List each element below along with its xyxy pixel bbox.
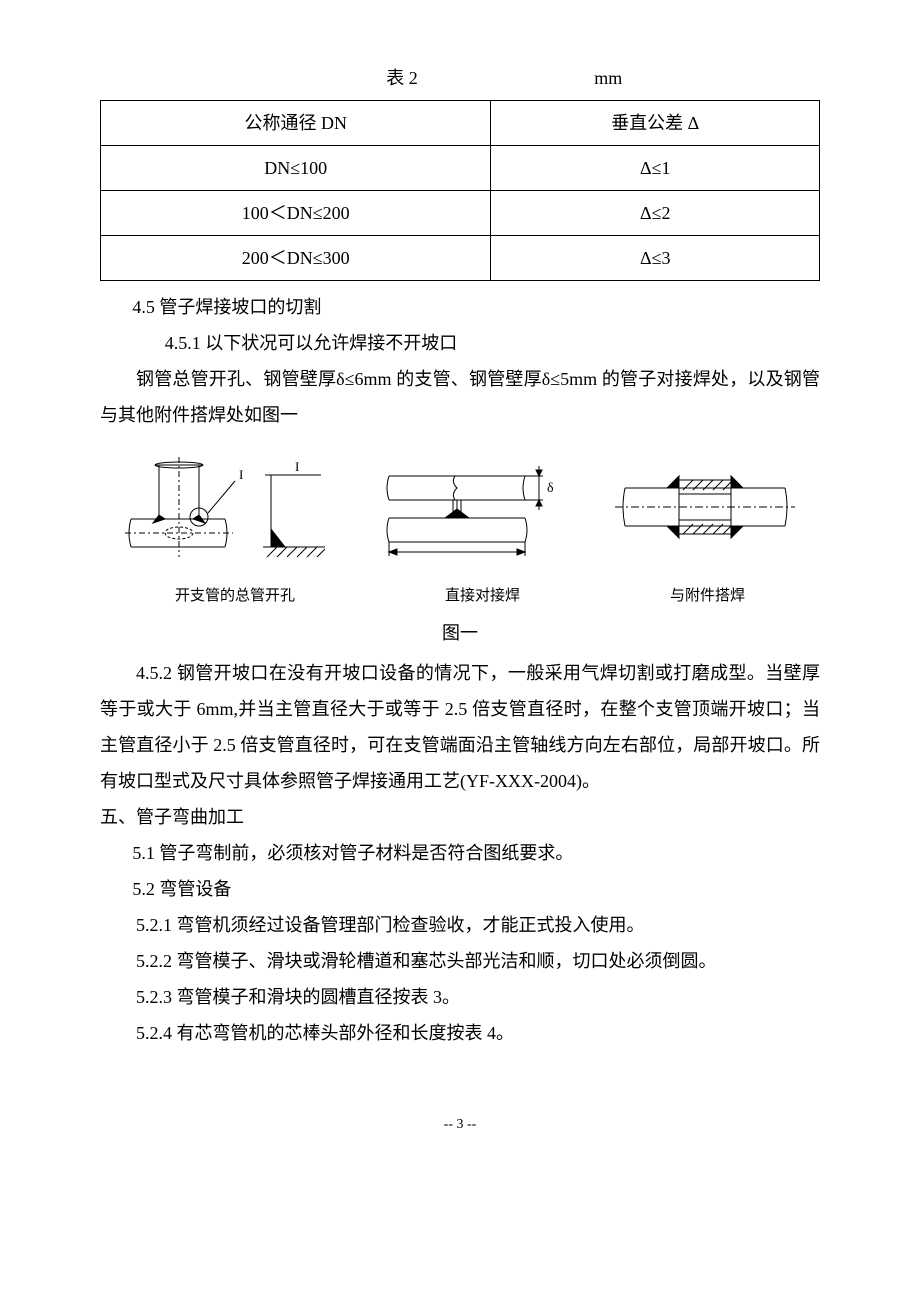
fitting-weld-icon [615, 462, 795, 562]
section-4-5-1-body: 钢管总管开孔、钢管壁厚δ≤6mm 的支管、钢管壁厚δ≤5mm 的管子对接焊处，以… [100, 361, 820, 433]
figure1-label: 图一 [100, 615, 820, 651]
svg-text:I: I [295, 459, 299, 474]
figure1-diagram3 [615, 462, 795, 562]
table2-unit: mm [422, 60, 622, 96]
figure1-caption1: 开支管的总管开孔 [175, 581, 295, 611]
section-5-2-2: 5.2.2 弯管模子、滑块或滑轮槽道和塞芯头部光洁和顺，切口处必须倒圆。 [100, 943, 820, 979]
table-row: 公称通径 DN 垂直公差 Δ [101, 101, 820, 146]
section-5-1: 5.1 管子弯制前，必须核对管子材料是否符合图纸要求。 [100, 835, 820, 871]
figure1-diagrams-row: I I [100, 457, 820, 567]
table2: 公称通径 DN 垂直公差 Δ DN≤100 Δ≤1 100＜DN≤200 Δ≤2… [100, 100, 820, 281]
figure1-diagram2: δ [375, 462, 565, 562]
table-row: 100＜DN≤200 Δ≤2 [101, 191, 820, 236]
section-5-2-1: 5.2.1 弯管机须经过设备管理部门检查验收，才能正式投入使用。 [100, 907, 820, 943]
table2-cell: 200＜DN≤300 [101, 236, 491, 281]
table2-cell: Δ≤3 [491, 236, 820, 281]
figure1-caption2: 直接对接焊 [445, 581, 520, 611]
section-5-2-4: 5.2.4 有芯弯管机的芯棒头部外径和长度按表 4。 [100, 1015, 820, 1051]
table2-cell: DN≤100 [101, 146, 491, 191]
page-number: -- 3 -- [100, 1111, 820, 1139]
table2-cell: Δ≤1 [491, 146, 820, 191]
svg-text:I: I [239, 467, 243, 482]
table2-cell: 100＜DN≤200 [101, 191, 491, 236]
table-row: DN≤100 Δ≤1 [101, 146, 820, 191]
section-5-2: 5.2 弯管设备 [100, 871, 820, 907]
table2-cell: Δ≤2 [491, 191, 820, 236]
figure1-caption3: 与附件搭焊 [670, 581, 745, 611]
branch-hole-icon: I I [125, 457, 325, 567]
table-row: 200＜DN≤300 Δ≤3 [101, 236, 820, 281]
section-4-5-2: 4.5.2 钢管开坡口在没有开坡口设备的情况下，一般采用气焊切割或打磨成型。当壁… [100, 655, 820, 799]
table2-title: 表 2 mm [100, 60, 820, 96]
section-4-5-heading: 4.5 管子焊接坡口的切割 [100, 289, 820, 325]
figure1-diagram1: I I [125, 457, 325, 567]
table2-label: 表 2 [298, 60, 418, 96]
section-4-5-1: 4.5.1 以下状况可以允许焊接不开坡口 [100, 325, 820, 361]
table2-header-delta: 垂直公差 Δ [491, 101, 820, 146]
svg-text:δ: δ [547, 481, 554, 496]
section-5-2-3: 5.2.3 弯管模子和滑块的圆槽直径按表 3。 [100, 979, 820, 1015]
butt-weld-icon: δ [375, 462, 565, 562]
figure1-captions: 开支管的总管开孔 直接对接焊 与附件搭焊 [100, 573, 820, 611]
table2-header-dn: 公称通径 DN [101, 101, 491, 146]
section-5-heading: 五、管子弯曲加工 [100, 799, 820, 835]
